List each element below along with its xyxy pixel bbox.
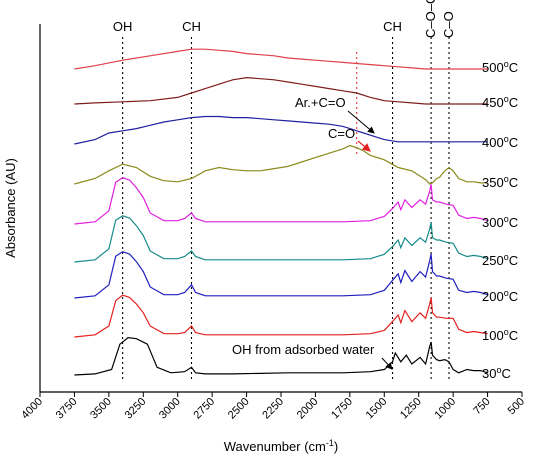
series-label-value: 30 xyxy=(482,366,496,381)
series-line-100c xyxy=(74,294,488,338)
x-tick-label: 1750 xyxy=(329,396,355,422)
x-axis-label-main: Wavenumber (cm xyxy=(224,439,326,454)
x-tick-label: 750 xyxy=(471,396,492,417)
annotation-arrow-oh-water xyxy=(381,357,393,370)
series-layer xyxy=(74,48,488,376)
series-label-100c: 100oC xyxy=(482,327,518,343)
series-label-450c: 450oC xyxy=(482,94,518,110)
annotation-co: C=O xyxy=(328,126,355,141)
series-line-450c xyxy=(74,76,488,105)
series-label-value: 200 xyxy=(482,289,504,304)
series-line-500c xyxy=(74,48,488,70)
series-label-value: 350 xyxy=(482,175,504,190)
series-label-value: 400 xyxy=(482,135,504,150)
x-tick-label: 4000 xyxy=(19,396,45,422)
annotations: Ar.+C=O C=O OH from adsorbed water xyxy=(232,95,393,370)
series-label-500c: 500oC xyxy=(482,59,518,75)
band-label: CH xyxy=(383,19,402,34)
series-label-250c: 250oC xyxy=(482,252,518,268)
series-line-350c xyxy=(74,144,488,185)
series-line-300c xyxy=(74,177,488,225)
x-tick-label: 3250 xyxy=(123,396,149,422)
series-label-350c: 350oC xyxy=(482,174,518,190)
band-label: C–O xyxy=(441,11,456,38)
series-line-250c xyxy=(74,215,488,263)
series-label-value: 500 xyxy=(482,60,504,75)
x-axis-label-sup: -1 xyxy=(326,438,334,448)
series-label-30c: 30oC xyxy=(482,365,511,381)
band-lines: OH CH CH C–O–C C–O xyxy=(113,0,456,382)
series-label-200c: 200oC xyxy=(482,288,518,304)
series-label-400c: 400oC xyxy=(482,134,518,150)
series-label-value: 100 xyxy=(482,328,504,343)
x-tick-label: 3750 xyxy=(54,396,80,422)
series-label-value: 250 xyxy=(482,253,504,268)
series-label-value: 450 xyxy=(482,95,504,110)
x-ticks: 4000 3750 3500 3250 3000 2750 2500 2250 2000 1750… xyxy=(19,392,527,421)
series-line-200c xyxy=(74,251,488,299)
x-axis-label-end: ) xyxy=(334,439,338,454)
x-tick-label: 2000 xyxy=(295,396,321,422)
annotation-oh-water: OH from adsorbed water xyxy=(232,342,375,357)
x-tick-label: 500 xyxy=(506,396,527,417)
x-tick-label: 1250 xyxy=(398,396,424,422)
plot-area xyxy=(39,24,522,393)
series-line-30c xyxy=(74,336,488,376)
x-tick-label: 1000 xyxy=(432,396,458,422)
series-label-value: 300 xyxy=(482,215,504,230)
series-labels: 30oC 100oC 200oC 250oC 300oC 350oC 400oC 450oC 5… xyxy=(482,59,518,381)
x-tick-label: 2750 xyxy=(191,396,217,422)
x-tick-label: 2500 xyxy=(226,396,252,422)
y-axis-label: Absorbance (AU) xyxy=(3,158,18,258)
band-label: CH xyxy=(182,19,201,34)
x-tick-label: 2250 xyxy=(260,396,286,422)
series-label-300c: 300oC xyxy=(482,214,518,230)
series-line-400c xyxy=(74,115,488,145)
x-tick-label: 3000 xyxy=(157,396,183,422)
annotation-ar-co: Ar.+C=O xyxy=(295,95,346,110)
x-axis-label: Wavenumber (cm-1) xyxy=(224,438,338,454)
annotation-arrow-ar-co xyxy=(347,110,375,134)
x-tick-label: 3500 xyxy=(88,396,114,422)
x-tick-label: 1500 xyxy=(364,396,390,422)
band-label: C–O–C xyxy=(423,0,438,38)
band-label: OH xyxy=(113,19,133,34)
annotation-arrow-co xyxy=(357,140,371,152)
